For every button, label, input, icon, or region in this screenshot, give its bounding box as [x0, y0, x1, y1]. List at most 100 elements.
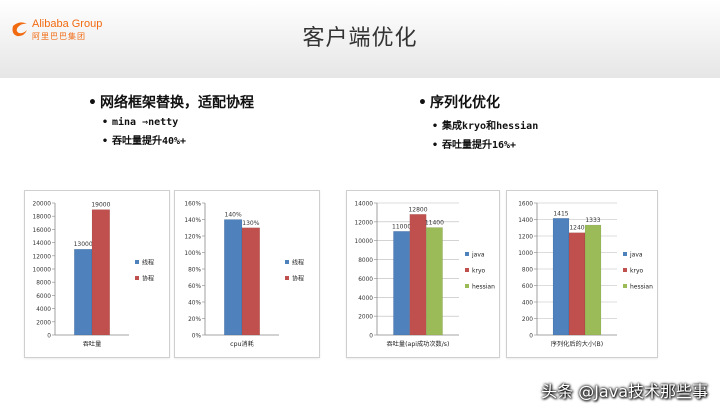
x-category-label: 序列化后的大小(B) — [551, 340, 603, 348]
bar-data-label: 1333 — [585, 217, 600, 224]
x-category-label: 吞吐量 — [83, 340, 102, 348]
bullet-sub: • 吞吐量提升40%+ — [102, 136, 187, 147]
y-tick-label: 2000 — [358, 315, 373, 321]
legend-label: hessian — [472, 284, 495, 291]
y-tick-label: 1000 — [518, 251, 533, 257]
chart-svg: 0 2000 4000 6000 8000 10000 12000 14000 11000 128… — [355, 202, 496, 349]
y-tick-label: 6000 — [36, 294, 51, 300]
bar-data-label: 11000 — [392, 223, 411, 230]
legend-swatch — [465, 252, 469, 256]
legend-label: 协程 — [292, 275, 304, 283]
y-tick-label: 4000 — [36, 307, 51, 313]
legend-swatch — [465, 284, 469, 288]
y-tick-label: 6000 — [358, 277, 373, 283]
chart-size-serialization: 0 200 400 600 800 1000 1200 1400 1600 1415 1240 133… — [506, 190, 658, 358]
y-tick-label: 2000 — [36, 320, 51, 326]
y-tick-label: 16000 — [33, 228, 52, 234]
bullet-sub: • 集成kryo和hessian — [432, 121, 539, 132]
bar-data-label: 1415 — [553, 210, 568, 217]
y-tick-label: 140% — [184, 218, 201, 224]
y-tick-label: 8000 — [358, 258, 373, 264]
y-tick-label: 800 — [522, 268, 533, 274]
header-band — [0, 0, 720, 78]
bullet-sub-text: 集成kryo和hessian — [442, 121, 539, 132]
alibaba-logo: Alibaba Group 阿里巴巴集团 — [10, 18, 120, 44]
bullets-network: • 网络框架替换，适配协程 • mina ⇒netty • 吞吐量提升40%+ — [88, 92, 254, 151]
y-tick-label: 160% — [184, 202, 201, 208]
legend-label: kryo — [630, 268, 643, 275]
y-tick-label: 40% — [188, 301, 201, 307]
bar-data-label: 11400 — [425, 220, 444, 227]
alibaba-smile-icon — [12, 22, 27, 37]
y-tick-label: 200 — [522, 317, 533, 323]
y-tick-label: 1400 — [518, 218, 533, 224]
chart-throughput-thread: 0 2000 4000 6000 8000 10000 12000 14000 16000 180… — [24, 190, 170, 358]
page-title: 客户端优化 — [302, 26, 418, 51]
bullet-sub-text: 吞吐量提升40%+ — [112, 136, 187, 147]
y-tick-label: 14000 — [33, 241, 52, 247]
y-tick-label: 1200 — [518, 235, 533, 241]
legend-label: 线程 — [142, 259, 154, 267]
bar-data-label: 19000 — [91, 202, 110, 209]
y-tick-label: 14000 — [355, 202, 374, 208]
bullet-main-text: 序列化优化 — [430, 95, 500, 111]
bullet-sub-text: mina ⇒netty — [112, 117, 179, 128]
x-category-label: 吞吐量(api成功次数/s) — [387, 340, 450, 348]
bar-data-label: 1240 — [569, 225, 584, 232]
legend-label: java — [629, 252, 643, 259]
legend-swatch — [285, 276, 289, 280]
legend-swatch — [623, 268, 627, 272]
bar — [409, 214, 427, 336]
chart-throughput-serialization: 0 2000 4000 6000 8000 10000 12000 14000 11000 128… — [346, 190, 500, 358]
bullet-sub-text: 吞吐量提升16%+ — [442, 140, 517, 151]
y-tick-label: 18000 — [33, 215, 52, 221]
legend-label: hessian — [630, 284, 653, 291]
bar-data-label: 140% — [225, 212, 242, 219]
y-tick-label: 4000 — [358, 296, 373, 302]
y-tick-label: 0% — [192, 334, 202, 340]
bullet-sub: • 吞吐量提升16%+ — [432, 140, 517, 151]
y-tick-label: 0 — [47, 334, 51, 340]
y-tick-label: 120% — [184, 235, 201, 241]
bar-data-label: 130% — [242, 220, 259, 227]
bar — [552, 218, 570, 336]
y-tick-label: 10000 — [33, 268, 52, 274]
legend-label: 线程 — [292, 259, 304, 267]
legend-swatch — [285, 260, 289, 264]
chart-svg: 0 200 400 600 800 1000 1200 1400 1600 1415 1240133… — [518, 202, 653, 349]
y-tick-label: 10000 — [355, 239, 374, 245]
bar — [584, 224, 602, 336]
x-category-label: cpu消耗 — [230, 340, 254, 348]
bullets-serialization: • 序列化优化 • 集成kryo和hessian • 吞吐量提升16%+ — [418, 92, 538, 155]
logo-subtext: 阿里巴巴集团 — [32, 32, 86, 41]
chart-svg: 0%20%40%60%80%100%120%140%160%140%130%cp… — [184, 202, 304, 349]
bar — [568, 232, 586, 336]
legend-label: java — [471, 252, 485, 259]
bar-data-label: 12800 — [408, 206, 427, 213]
bar — [91, 209, 110, 336]
y-tick-label: 100% — [184, 251, 201, 257]
legend-swatch — [135, 276, 139, 280]
y-tick-label: 0 — [529, 334, 533, 340]
y-tick-label: 12000 — [355, 220, 374, 226]
chart-svg: 0 2000 4000 6000 8000 10000 12000 14000 16000 180… — [33, 202, 154, 349]
y-tick-label: 8000 — [36, 281, 51, 287]
y-tick-label: 1600 — [518, 202, 533, 208]
y-tick-label: 0 — [369, 334, 373, 340]
logo-wordmark: Alibaba Group — [32, 18, 103, 30]
y-tick-label: 20000 — [33, 202, 52, 208]
bar — [74, 249, 93, 336]
legend-swatch — [623, 252, 627, 256]
y-tick-label: 60% — [188, 284, 201, 290]
y-tick-label: 600 — [522, 284, 533, 290]
legend-label: kryo — [472, 268, 485, 275]
legend-swatch — [465, 268, 469, 272]
legend-label: 协程 — [142, 275, 154, 283]
bullet-main-text: 网络框架替换，适配协程 — [100, 95, 254, 111]
chart-cpu-thread: 0% 20% 40% 60% 80% 100% 120% 140% 160% 140% 130% cp… — [174, 190, 320, 358]
legend-swatch — [135, 260, 139, 264]
y-tick-label: 400 — [522, 301, 533, 307]
watermark-text: 头条 @Java技术那些事 — [541, 382, 708, 401]
bullet-main: • 序列化优化 — [418, 95, 500, 111]
bar — [425, 227, 443, 336]
